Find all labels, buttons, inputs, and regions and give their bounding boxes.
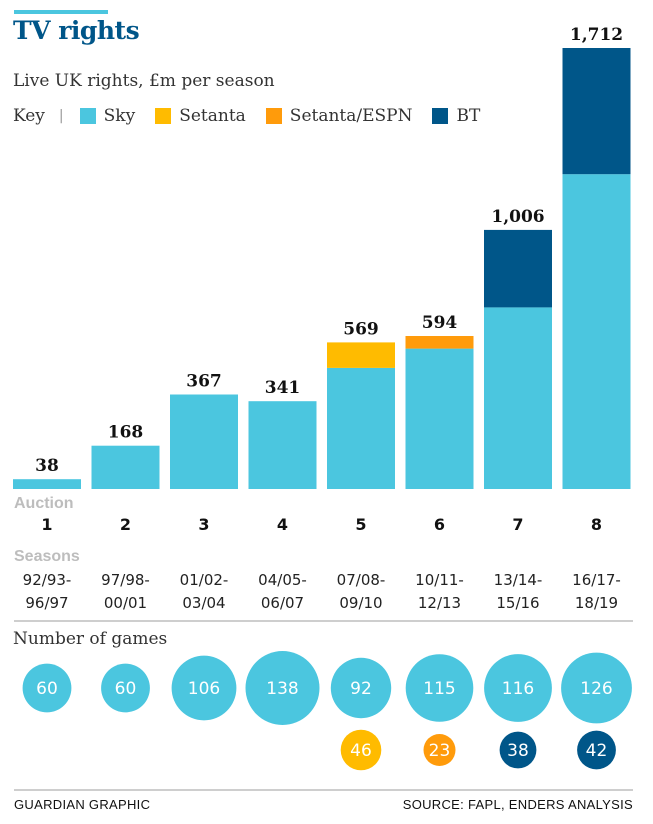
bar-total-label: 1,006 [491,207,544,227]
games-secondary-label: 46 [350,741,372,761]
season-line-2: 12/13 [418,594,461,612]
legend-label-sky: Sky [103,106,136,126]
legend-label: Key [13,106,45,126]
season-line-2: 09/10 [339,594,382,612]
footer-source: SOURCE: FAPL, ENDERS ANALYSIS [402,797,633,812]
bar-total-label: 594 [422,313,458,333]
games-circle-label: 116 [502,679,534,699]
season-line-2: 06/07 [261,594,304,612]
auction-number: 3 [198,515,209,534]
bar-bt-7 [484,229,552,308]
bar-sky-4 [248,401,317,489]
games-circle-label: 106 [188,679,220,699]
auction-number: 8 [591,515,602,534]
bar-sky-2 [91,445,160,489]
games-secondary-circle-8 [577,730,616,770]
bar-total-label: 569 [343,319,379,339]
auction-number: 4 [277,515,288,534]
games-circle-4 [245,651,320,725]
games-secondary-label: 38 [507,741,529,761]
legend-item-setanta-espn: Setanta/ESPN [265,106,413,126]
games-secondary-label: 23 [429,741,451,761]
legend-swatch-sky [79,108,96,124]
legend-label-bt: BT [456,106,481,126]
bar-sky-3 [170,394,238,489]
legend-label-setanta: Setanta [179,106,246,126]
legend-item-setanta: Setanta [155,106,246,126]
title-accent-bar [14,10,108,14]
season-line-1: 13/14- [494,571,543,589]
legend-separator: | [58,108,64,124]
bar-total-label: 1,712 [570,25,623,45]
season-line-1: 92/93- [23,571,72,589]
games-secondary-circle-7 [499,731,537,769]
legend: Key | Sky Setanta Setanta/ESPN BT [13,105,500,127]
bar-total-label: 367 [186,372,222,392]
season-line-1: 04/05- [258,571,307,589]
seasons-header: Seasons [14,548,80,565]
games-circle-7 [484,654,552,722]
games-circle-5 [330,657,392,719]
bar-sky-6 [405,348,474,489]
games-circle-3 [171,655,237,721]
auction-number: 1 [41,515,52,534]
games-circle-8 [561,652,632,724]
games-secondary-circle-6 [423,734,456,766]
games-circle-label: 60 [36,679,58,699]
games-title: Number of games [13,629,167,649]
games-secondary-circle-5 [340,729,382,771]
games-circle-label: 115 [423,679,455,699]
season-line-2: 03/04 [182,594,225,612]
games-circle-2 [101,663,150,713]
season-line-1: 97/98- [101,571,150,589]
games-circle-label: 126 [580,679,612,699]
bar-sky-8 [562,174,631,489]
chart-subtitle: Live UK rights, £m per season [13,71,275,91]
auction-number: 2 [120,515,131,534]
legend-item-sky: Sky [79,106,136,126]
bar-sky-1 [13,479,81,489]
games-circle-label: 138 [266,679,298,699]
legend-swatch-setanta-espn [265,108,282,124]
games-circle-label: 60 [115,679,137,699]
bar-sky-5 [327,367,395,489]
bar-setanta-5 [327,342,395,368]
bar-total-label: 168 [108,423,144,443]
legend-label-setanta-espn: Setanta/ESPN [289,106,413,126]
season-line-2: 18/19 [575,594,618,612]
page-title: TV rights [13,16,140,45]
season-line-2: 96/97 [25,594,68,612]
season-line-1: 16/17- [572,571,621,589]
legend-item-bt: BT [432,106,480,126]
games-circle-label: 92 [350,679,372,699]
season-line-2: 15/16 [496,594,539,612]
season-line-1: 07/08- [337,571,386,589]
legend-swatch-bt [432,108,449,124]
bar-total-label: 38 [35,456,59,476]
games-circle-6 [405,654,474,722]
auction-number: 7 [512,515,523,534]
footer-credit: GUARDIAN GRAPHIC [14,797,151,812]
season-line-2: 00/01 [104,594,147,612]
legend-swatch-setanta [155,108,172,124]
bar-sky-7 [484,307,552,489]
season-line-1: 10/11- [415,571,464,589]
bar-total-label: 341 [265,378,301,398]
games-circle-1 [22,663,72,713]
season-line-1: 01/02- [180,571,229,589]
auction-header: Auction [14,495,74,512]
auction-number: 5 [355,515,366,534]
auction-number: 6 [434,515,445,534]
games-secondary-label: 42 [586,741,608,761]
bar-setanta-espn-6 [405,336,474,349]
bar-bt-8 [562,48,631,175]
